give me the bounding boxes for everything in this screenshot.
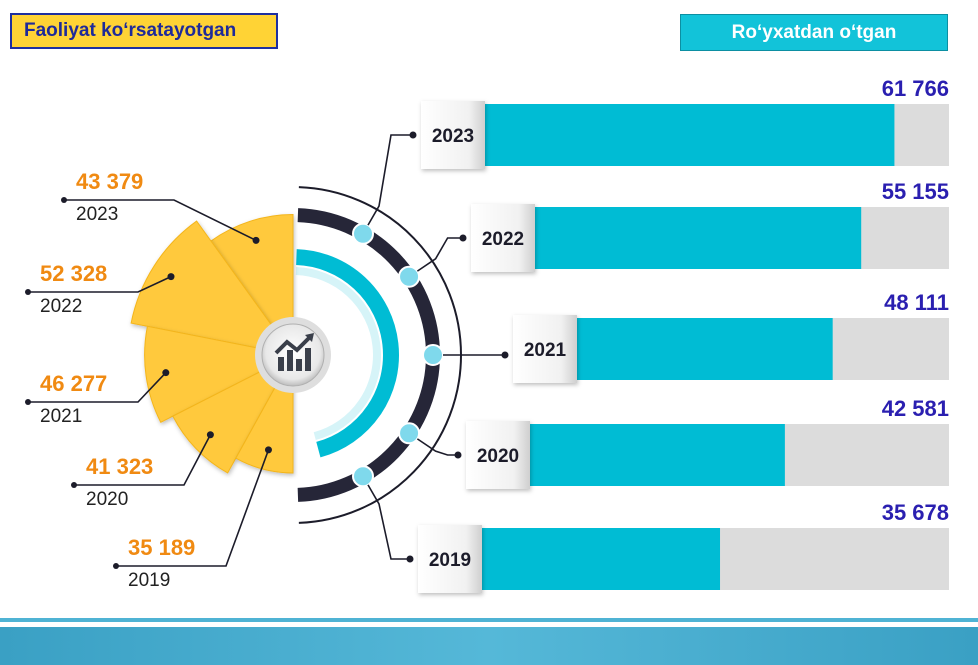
- leader-line: [116, 449, 270, 567]
- ring-marker-dot: [352, 465, 374, 488]
- pie-value-label: 46 277: [40, 371, 107, 396]
- light-cyan-ring: [295, 267, 381, 441]
- ring-marker-dot: [398, 265, 421, 288]
- pie-value-label: 41 323: [86, 454, 153, 479]
- cyan-ring: [296, 249, 399, 458]
- active-count-title-text: Faoliyat koʻrsatayotgan: [24, 20, 237, 41]
- connector-dot: [501, 351, 509, 359]
- pie-slice-2023: [210, 214, 294, 357]
- connector-dot: [454, 451, 462, 459]
- connector-line: [367, 134, 413, 226]
- leader-line: [28, 372, 167, 403]
- year-box: [471, 204, 535, 272]
- bar-year-label: 2022: [482, 229, 524, 250]
- year-box: [421, 101, 485, 169]
- registered-count-title: Roʻyxatdan oʻtgan: [680, 14, 948, 51]
- active-count-title: Faoliyat koʻrsatayotgan: [10, 13, 278, 49]
- bar-value-label: 35 678: [882, 500, 949, 525]
- connector-dot: [406, 555, 414, 563]
- connector-line: [416, 237, 463, 272]
- footer-divider: [0, 618, 978, 622]
- bar-year-label: 2021: [524, 340, 567, 361]
- connector-line: [367, 484, 410, 560]
- pie-year-label: 2021: [40, 406, 82, 427]
- pie-value-label: 43 379: [76, 169, 143, 194]
- bar-2020: [530, 424, 785, 486]
- bar-value-label: 61 766: [882, 76, 949, 101]
- year-box: [418, 525, 482, 593]
- bar-year-label: 2019: [429, 550, 471, 571]
- footer-band: [0, 627, 978, 665]
- leader-line: [74, 434, 212, 486]
- ring-marker-dot: [398, 422, 421, 445]
- bar-year-label: 2020: [477, 446, 519, 467]
- year-box: [513, 315, 577, 383]
- bar-value-label: 42 581: [882, 396, 949, 421]
- bar-value-label: 48 111: [884, 290, 949, 315]
- pie-year-label: 2022: [40, 296, 82, 317]
- pie-year-label: 2019: [128, 570, 170, 591]
- pie-slice-2020: [172, 353, 295, 474]
- connector-dot: [409, 131, 417, 139]
- pie-year-label: 2020: [86, 489, 128, 510]
- bar-2021: [577, 318, 833, 380]
- registered-count-title-text: Roʻyxatdan oʻtgan: [731, 21, 897, 43]
- bar-value-label: 55 155: [882, 179, 949, 204]
- pie-value-label: 35 189: [128, 535, 195, 560]
- bar-2022: [535, 207, 862, 269]
- connector-dot: [459, 234, 467, 242]
- bar-2023: [485, 104, 895, 166]
- pie-value-label: 52 328: [40, 261, 107, 286]
- growth-chart-icon: [274, 333, 314, 371]
- year-box: [466, 421, 530, 489]
- ring-marker-dot: [422, 344, 444, 366]
- pie-year-label: 2023: [76, 204, 118, 225]
- bar-2019: [482, 528, 721, 590]
- ring-marker-dot: [352, 222, 374, 245]
- leader-line: [64, 199, 257, 242]
- connector-line: [416, 438, 458, 456]
- bar-year-label: 2023: [432, 126, 474, 147]
- pie-slice-2022: [130, 220, 295, 356]
- leader-line: [28, 275, 172, 293]
